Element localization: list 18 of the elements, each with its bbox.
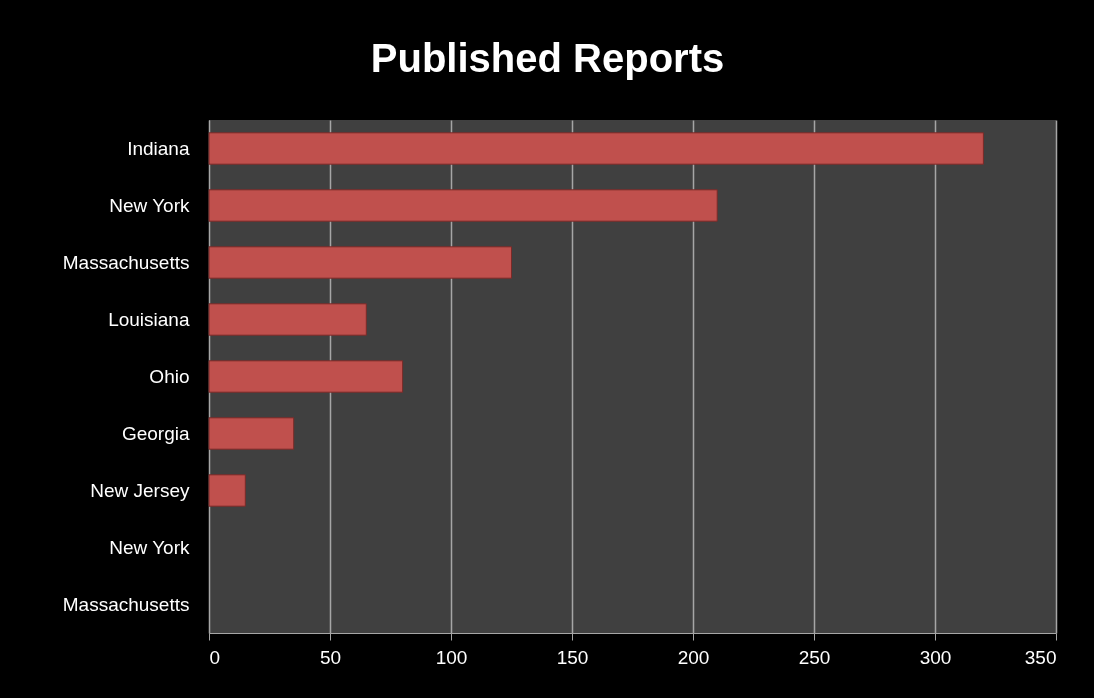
x-tick-label: 0 xyxy=(209,646,221,668)
chart-title: Published Reports xyxy=(370,36,725,80)
y-tick-label: Georgia xyxy=(121,422,190,444)
x-tick-label: 200 xyxy=(677,646,710,668)
y-tick-label: Louisiana xyxy=(108,308,190,330)
y-tick-label: Indiana xyxy=(127,137,190,159)
x-tick-label: 50 xyxy=(319,646,342,668)
y-tick-label: New Jersey xyxy=(90,479,190,501)
x-tick-label: 100 xyxy=(435,646,468,668)
y-tick-label: New York xyxy=(109,536,190,558)
y-tick-label: New York xyxy=(109,194,190,216)
x-tick-label: 250 xyxy=(798,646,831,668)
x-tick-label: 300 xyxy=(919,646,952,668)
y-tick-label: Massachusetts xyxy=(62,593,190,615)
y-tick-label: Massachusetts xyxy=(62,251,190,273)
y-tick-label: Ohio xyxy=(149,365,190,387)
x-tick-label: 150 xyxy=(556,646,589,668)
x-tick-label: 350 xyxy=(1024,646,1057,668)
